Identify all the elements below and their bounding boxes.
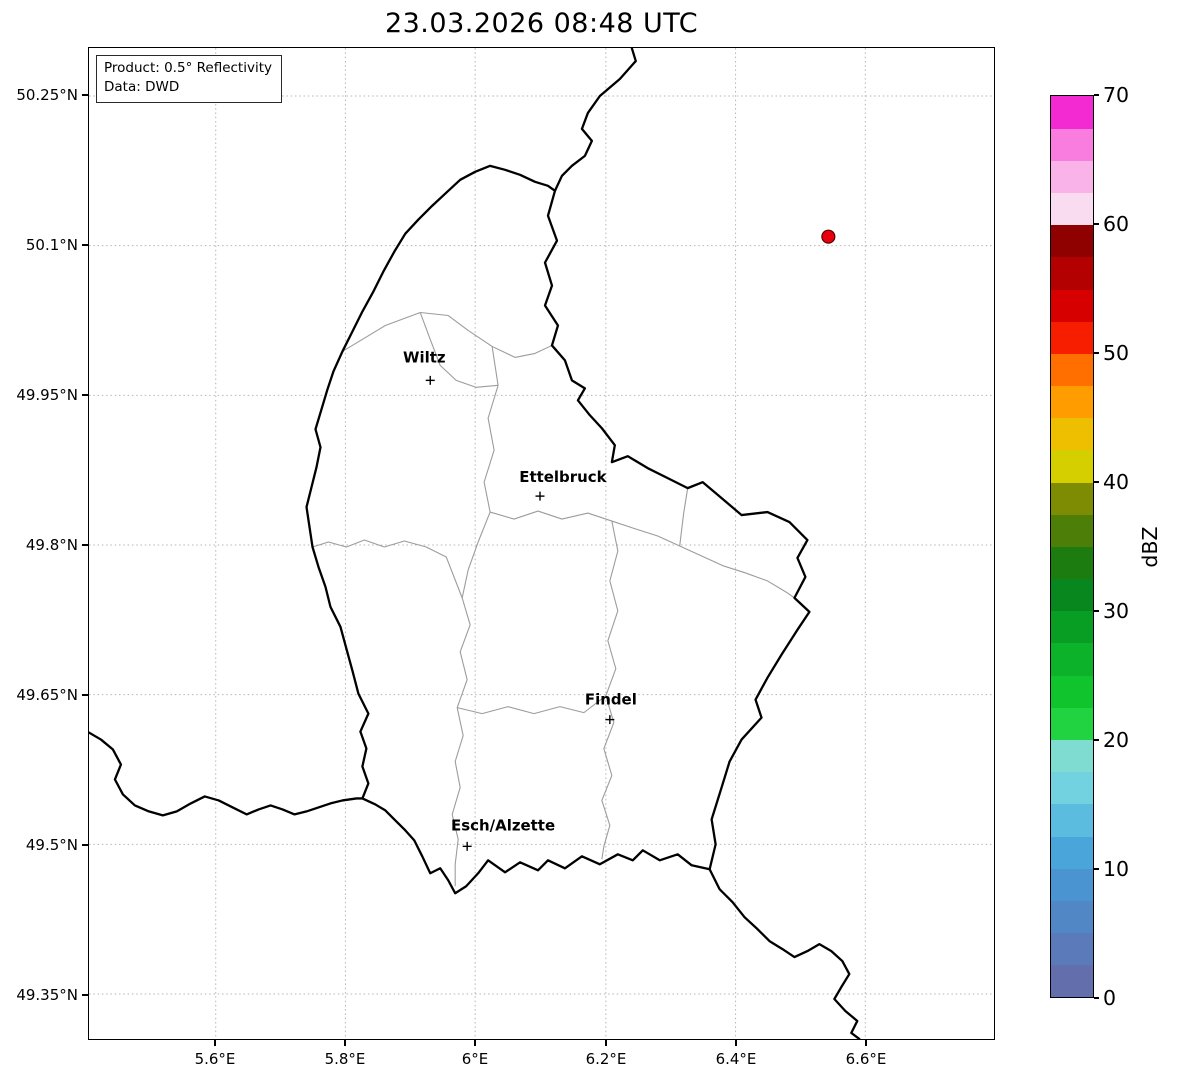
x-tick-mark [865, 1040, 867, 1046]
x-tick-mark [735, 1040, 737, 1046]
x-tick-mark [474, 1040, 476, 1046]
colorbar-tick-label: 70 [1103, 83, 1130, 107]
y-tick-label: 49.95°N [16, 386, 78, 404]
colorbar-swatch [1051, 224, 1093, 258]
district-border [451, 346, 499, 887]
city-label: Esch/Alzette [451, 816, 555, 834]
radar-site-dot [821, 229, 836, 244]
x-tick-mark [605, 1040, 607, 1046]
colorbar-tick-mark [1094, 352, 1099, 354]
colorbar-swatch [1051, 643, 1093, 676]
y-tick-label: 49.5°N [25, 836, 78, 854]
country-border [708, 868, 861, 1039]
y-tick-label: 49.8°N [25, 536, 78, 554]
colorbar-swatch [1051, 900, 1093, 934]
colorbar-swatch [1051, 128, 1093, 161]
colorbar-swatch [1051, 803, 1093, 837]
info-box: Product: 0.5° Reflectivity Data: DWD [96, 55, 282, 103]
colorbar [1050, 95, 1094, 998]
city-label: Wiltz [403, 348, 446, 366]
colorbar-tick-mark [1094, 94, 1099, 96]
map-plot-area: Wiltz Ettelbruck Findel Esch/Alzette Produc… [88, 47, 995, 1040]
district-border [489, 510, 795, 599]
colorbar-tick-label: 30 [1103, 599, 1130, 623]
colorbar-tick-label: 40 [1103, 470, 1130, 494]
y-tick-label: 49.65°N [16, 686, 78, 704]
colorbar-swatch [1051, 546, 1093, 580]
colorbar-swatch [1051, 771, 1093, 805]
x-tick-label: 6°E [461, 1050, 489, 1068]
colorbar-tick-label: 20 [1103, 728, 1130, 752]
district-border [312, 539, 463, 599]
colorbar-tick-mark [1094, 223, 1099, 225]
colorbar-swatch [1051, 964, 1093, 998]
colorbar-swatch [1051, 836, 1093, 869]
colorbar-tick-mark [1094, 610, 1099, 612]
colorbar-swatch [1051, 192, 1093, 226]
x-tick-label: 6.2°E [585, 1050, 627, 1068]
colorbar-swatch [1051, 385, 1093, 419]
colorbar-swatch [1051, 707, 1093, 741]
plot-title: 23.03.2026 08:48 UTC [384, 8, 699, 39]
colorbar-tick-label: 10 [1103, 857, 1130, 881]
x-tick-label: 5.8°E [324, 1050, 366, 1068]
colorbar-swatch [1051, 353, 1093, 387]
colorbar-tick-label: 50 [1103, 341, 1130, 365]
x-tick-mark [214, 1040, 216, 1046]
colorbar-swatch [1051, 675, 1093, 708]
city-label: Ettelbruck [519, 468, 607, 486]
y-tick-label: 49.35°N [16, 986, 78, 1004]
colorbar-swatch [1051, 417, 1093, 451]
district-border [342, 311, 553, 358]
colorbar-swatch [1051, 514, 1093, 547]
colorbar-swatch [1051, 160, 1093, 193]
colorbar-swatch [1051, 289, 1093, 322]
district-border [457, 695, 607, 715]
country-border [89, 731, 364, 817]
colorbar-swatch [1051, 932, 1093, 966]
x-tick-label: 5.6°E [194, 1050, 236, 1068]
city-label: Findel [585, 691, 637, 709]
colorbar-tick-mark [1094, 739, 1099, 741]
info-data-line: Data: DWD [104, 78, 180, 95]
colorbar-swatch [1051, 610, 1093, 644]
colorbar-tick-mark [1094, 868, 1099, 870]
colorbar-swatch [1051, 868, 1093, 901]
x-tick-label: 6.4°E [715, 1050, 757, 1068]
country-border [305, 164, 811, 895]
y-tick-label: 50.25°N [16, 86, 78, 104]
x-tick-mark [344, 1040, 346, 1046]
radar-map: Wiltz Ettelbruck Findel Esch/Alzette [89, 48, 994, 1039]
x-tick-label: 6.6°E [845, 1050, 887, 1068]
colorbar-swatch [1051, 739, 1093, 773]
colorbar-swatch [1051, 256, 1093, 290]
info-product-line: Product: 0.5° Reflectivity [104, 60, 272, 76]
colorbar-swatch [1051, 449, 1093, 483]
colorbar-unit-label: dBZ [1138, 526, 1162, 568]
colorbar-swatch [1051, 96, 1093, 129]
colorbar-swatch [1051, 578, 1093, 612]
colorbar-tick-mark [1094, 997, 1099, 999]
colorbar-tick-mark [1094, 481, 1099, 483]
colorbar-tick-label: 0 [1103, 986, 1117, 1010]
district-border [679, 488, 689, 547]
country-border [553, 48, 637, 192]
district-border [419, 312, 499, 388]
colorbar-swatch [1051, 482, 1093, 515]
y-tick-label: 50.1°N [25, 236, 78, 254]
colorbar-swatch [1051, 321, 1093, 354]
colorbar-tick-label: 60 [1103, 212, 1130, 236]
district-border [601, 520, 619, 860]
